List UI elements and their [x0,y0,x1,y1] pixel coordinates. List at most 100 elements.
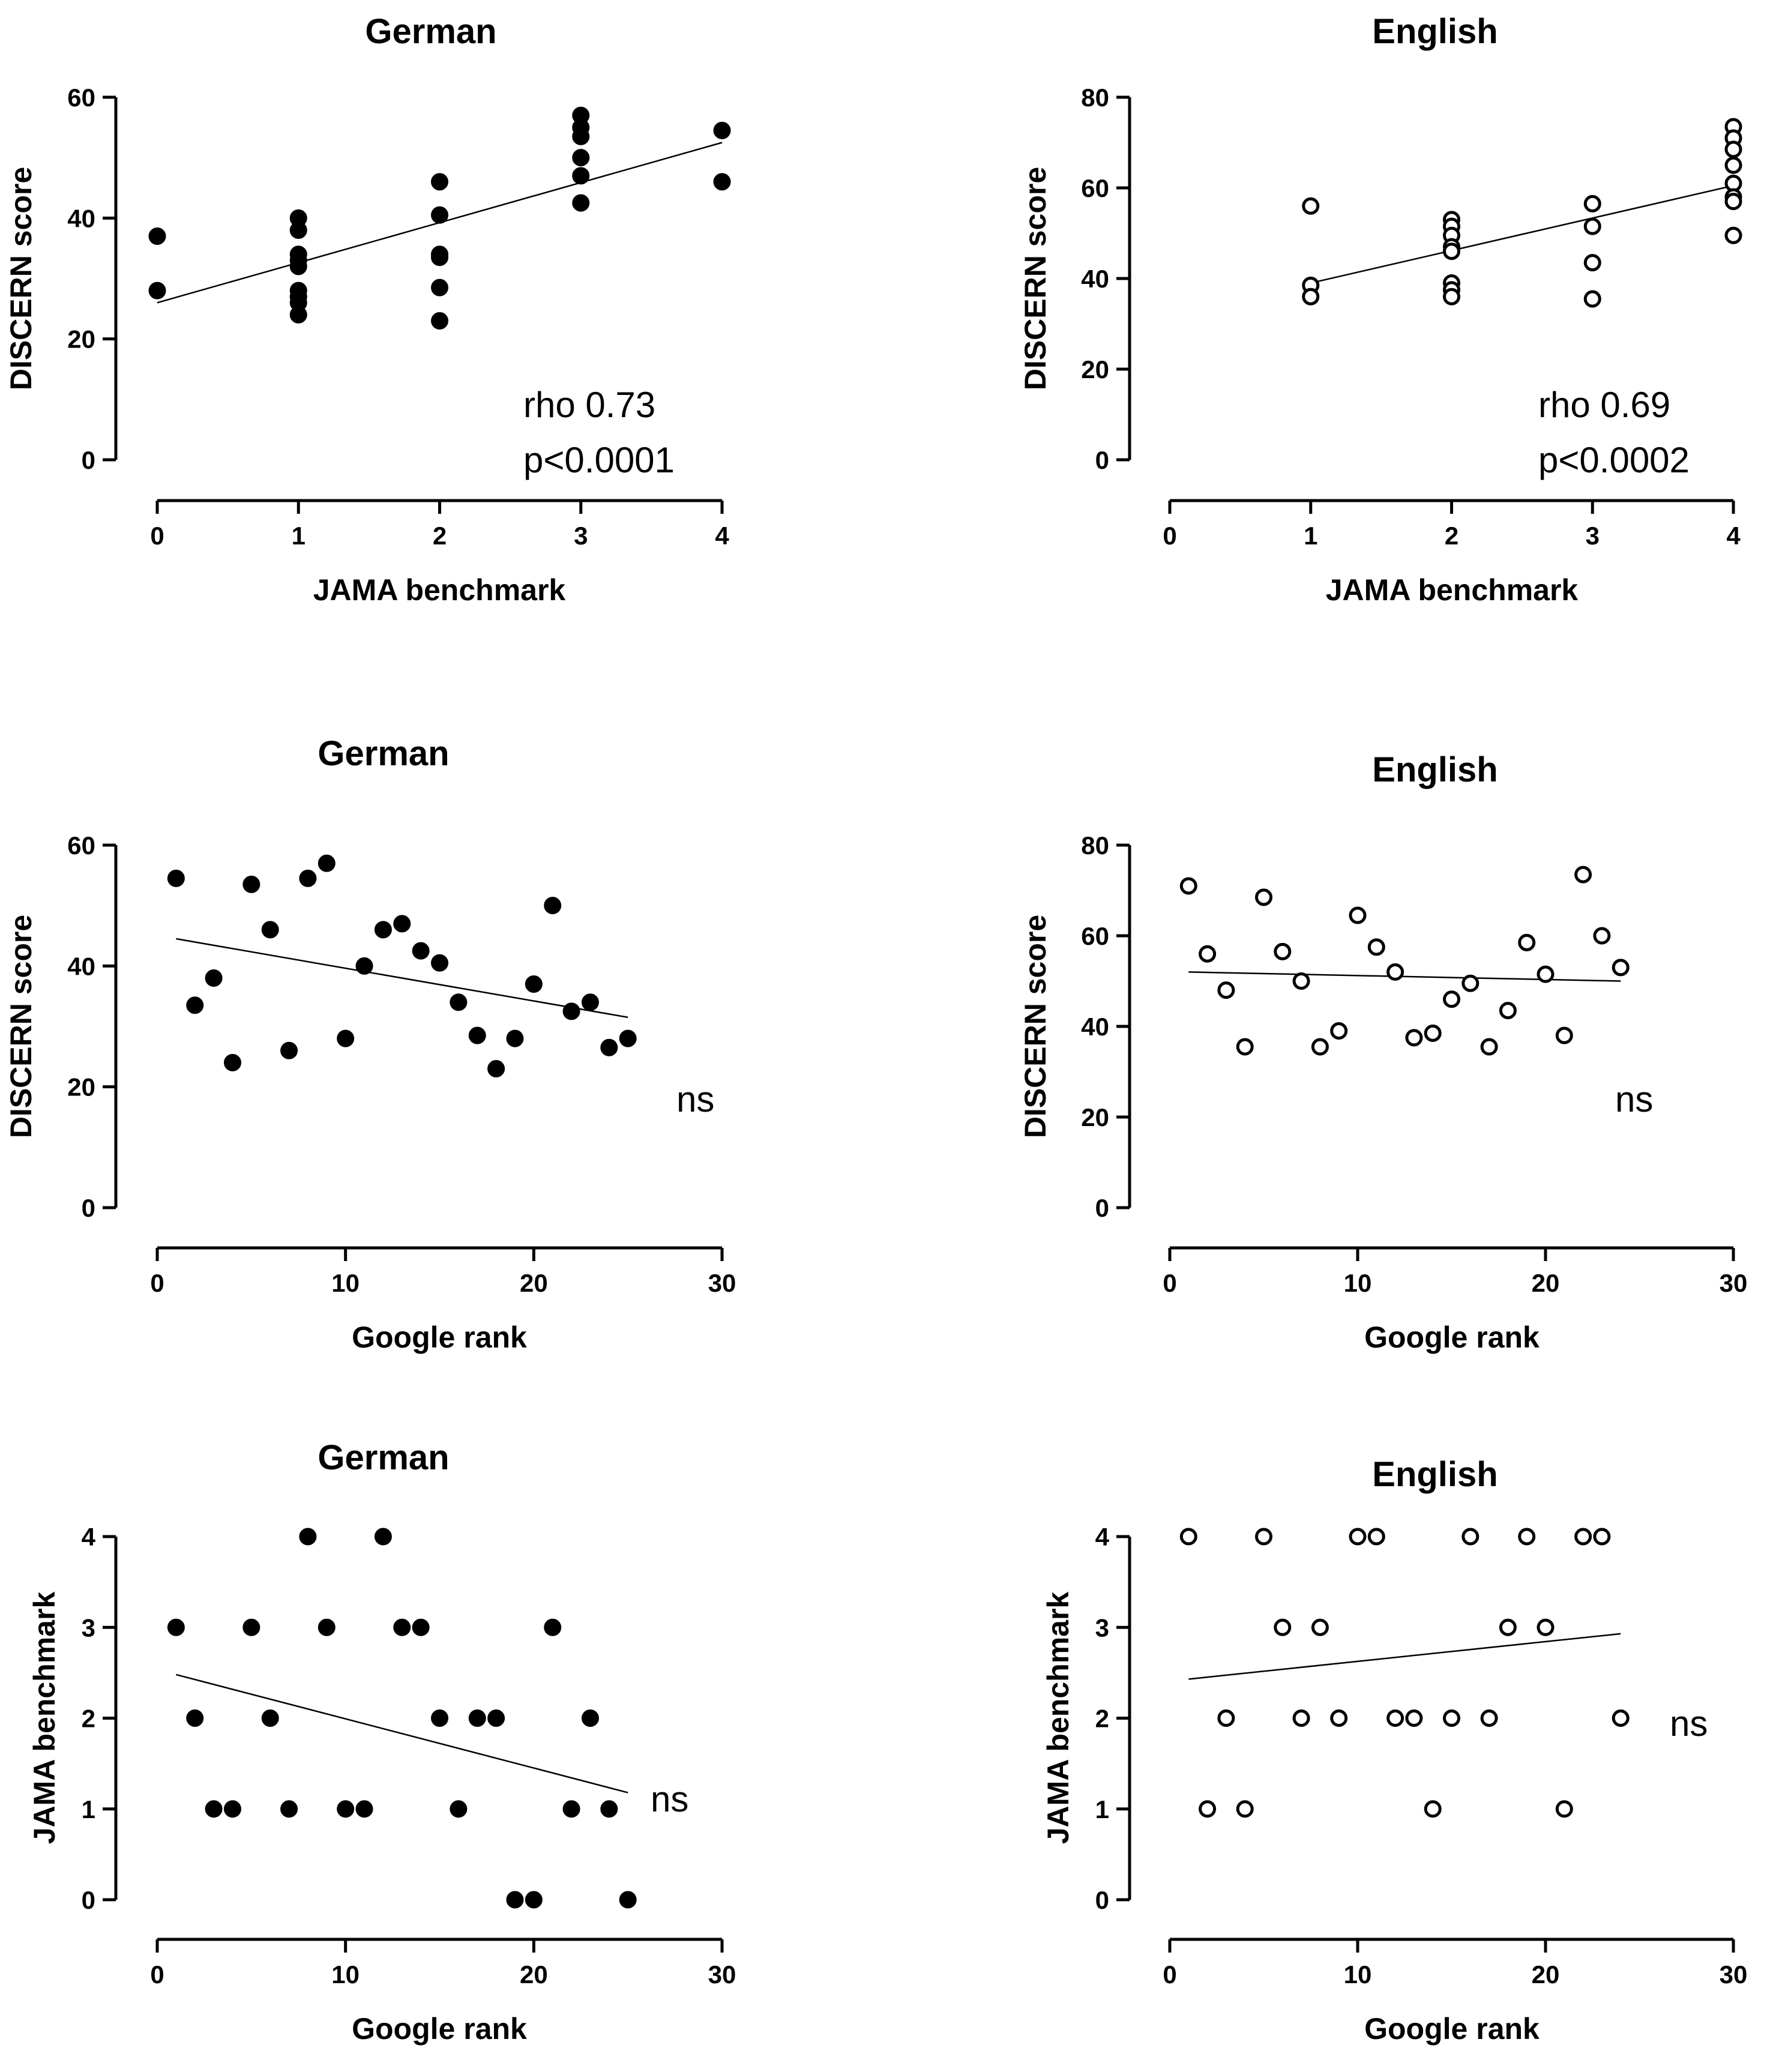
data-point [1292,972,1310,990]
data-point [148,227,166,245]
y-tick-label: 0 [1095,446,1109,474]
x-tick-label: 4 [1726,522,1741,550]
data-point [318,1618,336,1636]
y-tick-label: 20 [1081,355,1109,384]
x-tick-label: 3 [574,522,588,550]
data-point [280,1041,298,1059]
data-point [1217,981,1235,999]
x-axis-title: JAMA benchmark [313,573,566,607]
data-point [186,1709,204,1727]
data-point [581,1709,599,1727]
data-point [1583,290,1601,308]
data-point [148,282,166,300]
regression-line [1188,971,1621,982]
data-point [205,969,223,987]
data-point [431,312,448,330]
y-tick-label: 40 [1081,1013,1109,1041]
data-point [1255,1528,1272,1546]
data-point [1537,1618,1555,1636]
data-point [1724,140,1742,158]
stat-annotation: ns [651,1779,688,1819]
x-tick-label: 30 [1720,1269,1748,1297]
data-point [1405,1029,1423,1047]
chart-title: English [1372,12,1498,51]
data-point [468,1026,486,1044]
data-point [1499,1002,1517,1020]
data-point [1443,990,1460,1008]
data-point [619,1891,637,1909]
data-point [167,1618,185,1636]
data-point [1612,959,1630,977]
data-point [1518,933,1536,951]
data-point [1236,1800,1254,1818]
data-point [619,1029,637,1047]
data-point [1612,1709,1630,1727]
data-point [280,1800,298,1818]
data-point [1583,254,1601,272]
y-tick-label: 20 [67,325,95,354]
data-point [289,221,307,239]
y-tick-label: 2 [82,1705,95,1733]
stat-annotation: ns [1615,1079,1653,1119]
x-tick-label: 0 [1163,522,1176,550]
data-point [337,1029,355,1047]
scatter-chart: German 0 20 40 60 0 10 20 30 Google rank DISCERN s… [4,734,736,1354]
x-tick-label: 10 [331,1269,360,1297]
scatter-chart: German 0 1 2 3 4 0 10 20 30 Google rank JAMA benchm… [28,1438,736,2046]
data-point [544,897,562,915]
data-point [1724,193,1742,211]
data-point [525,975,543,993]
chart-title: English [1372,750,1498,789]
data-point [431,248,448,267]
data-point [1311,1618,1329,1636]
x-tick-label: 3 [1586,522,1600,550]
x-tick-label: 10 [1344,1269,1372,1297]
scatter-chart: English 0 20 40 60 80 0 10 20 30 Google rank DISCER… [1019,750,1748,1354]
data-point [581,993,599,1011]
x-tick-label: 0 [150,522,164,550]
x-tick-label: 0 [1163,1269,1176,1297]
y-tick-label: 0 [82,1886,95,1914]
y-tick-label: 40 [1081,265,1109,293]
data-point [167,869,185,887]
data-point [713,173,731,191]
y-tick-label: 60 [1081,174,1109,202]
data-point [393,1618,411,1636]
data-point [355,1800,373,1818]
x-tick-label: 30 [708,1269,736,1297]
y-tick-label: 40 [67,952,95,980]
data-point [1724,156,1742,174]
data-point [506,1029,524,1047]
chart-panel-1: German 0 20 40 60 0 1 2 3 4 JAMA benchmark DISCERN … [0,0,884,690]
y-tick-label: 2 [1095,1705,1109,1733]
data-point [544,1618,562,1636]
regression-line [1188,1633,1621,1680]
data-point [1330,1022,1348,1040]
data-point [289,257,307,276]
data-point [1217,1709,1235,1727]
y-axis-title: DISCERN score [4,167,38,390]
data-point [1367,938,1385,956]
stat-annotation: rho 0.69 [1538,385,1670,425]
chart-panel-3: German 0 20 40 60 0 10 20 30 Google rank DISCERN s… [0,690,884,1381]
y-axis-title: DISCERN score [1019,167,1052,390]
y-axis-title: DISCERN score [4,915,38,1138]
data-point [600,1800,618,1818]
y-tick-label: 0 [1095,1886,1109,1914]
data-point [450,1800,468,1818]
x-tick-label: 30 [1720,1960,1748,1989]
data-point [562,1002,580,1020]
data-point [572,194,590,212]
x-tick-label: 4 [715,522,729,550]
data-point [572,149,590,167]
data-point [1499,1618,1517,1636]
y-tick-label: 4 [1095,1523,1110,1551]
chart-title: German [365,12,496,51]
data-point [1724,226,1742,244]
x-tick-label: 20 [520,1269,548,1297]
data-point [562,1800,580,1818]
data-point [242,875,260,893]
data-point [223,1053,241,1071]
data-point [1274,1618,1292,1636]
stat-annotation: ns [1670,1703,1708,1744]
